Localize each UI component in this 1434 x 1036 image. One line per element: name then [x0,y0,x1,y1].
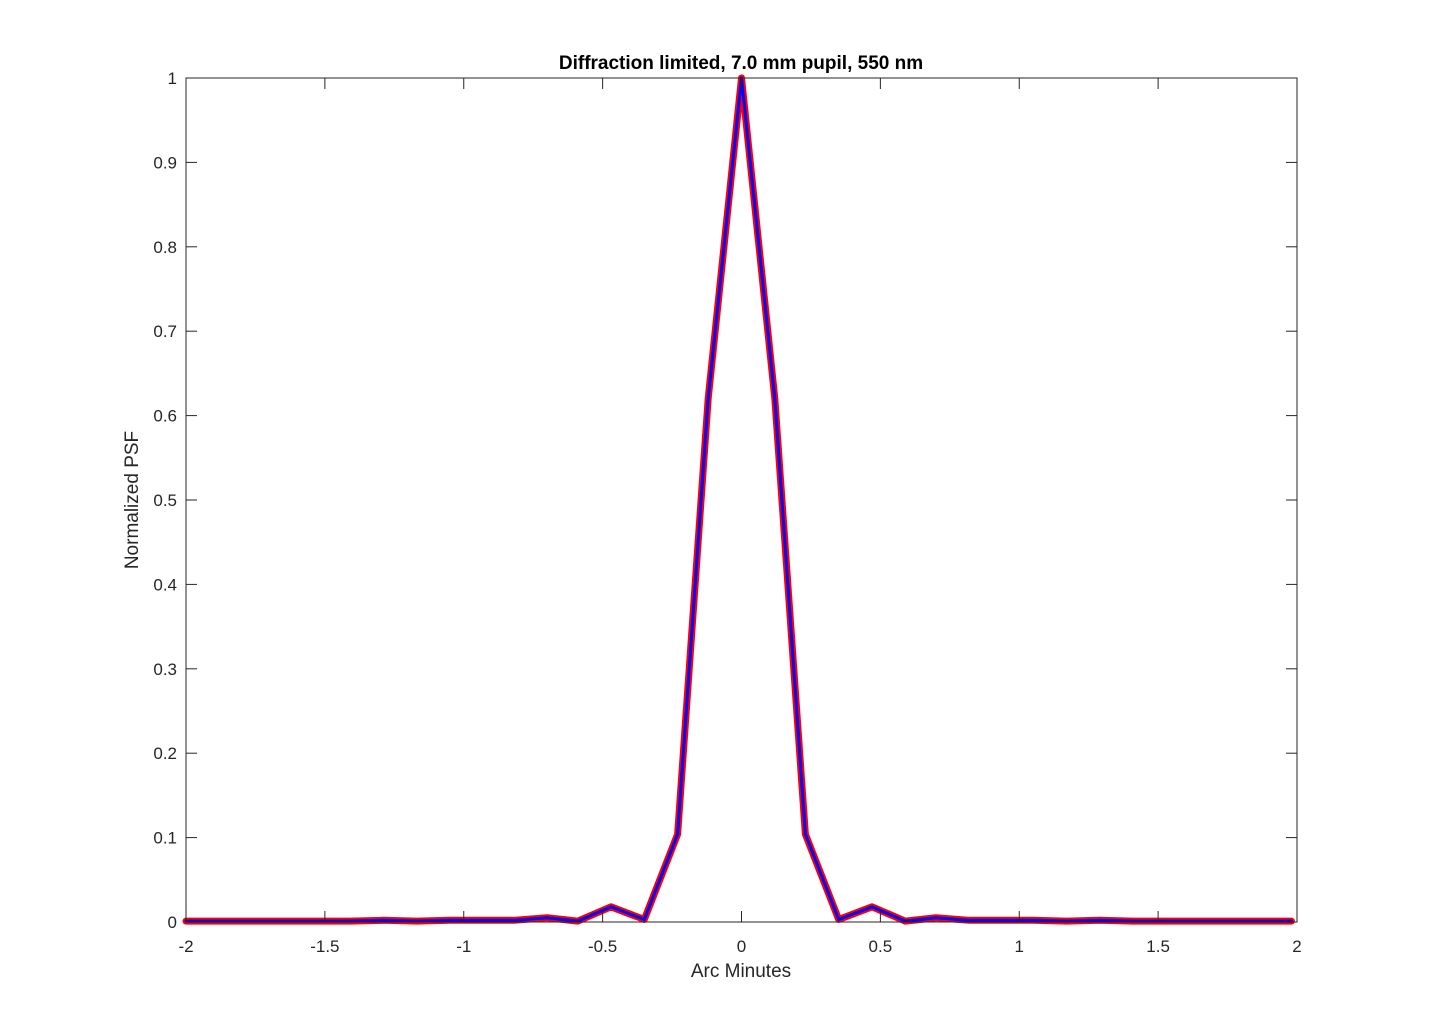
x-tick-label: 0 [737,937,746,956]
x-tick-label: 1.5 [1146,937,1170,956]
axes-box [185,77,1298,923]
y-tick-label: 0.7 [153,322,177,341]
y-tick-label: 0.5 [153,491,177,510]
y-tick-label: 0.1 [153,829,177,848]
y-tick-labels: 0 0.1 0.2 0.3 0.4 0.5 0.6 0.7 0.8 0.9 1 [153,69,177,932]
x-tick-label: 0.5 [869,937,893,956]
y-tick-label: 0.3 [153,660,177,679]
x-tick-label: 1 [1015,937,1024,956]
plot-area [182,74,1298,925]
x-tick-labels: -2 -1.5 -1 -0.5 0 0.5 1 1.5 2 [178,937,1301,956]
y-tick-label: 0 [168,913,177,932]
x-tick-label: -2 [178,937,193,956]
axes-background [186,78,1297,922]
y-tick-label: 0.4 [153,575,177,594]
x-tick-label: -0.5 [588,937,617,956]
y-tick-label: 0.8 [153,238,177,257]
y-tick-label: 0.9 [153,153,177,172]
y-tick-label: 1 [168,69,177,88]
chart-title: Diffraction limited, 7.0 mm pupil, 550 n… [559,53,923,74]
y-axis-title: Normalized PSF [122,431,143,569]
x-tick-label: -1 [456,937,471,956]
x-axis-title: Arc Minutes [691,961,791,982]
x-tick-label: -1.5 [310,937,339,956]
y-tick-label: 0.6 [153,407,177,426]
x-tick-label: 2 [1292,937,1301,956]
y-tick-label: 0.2 [153,744,177,763]
